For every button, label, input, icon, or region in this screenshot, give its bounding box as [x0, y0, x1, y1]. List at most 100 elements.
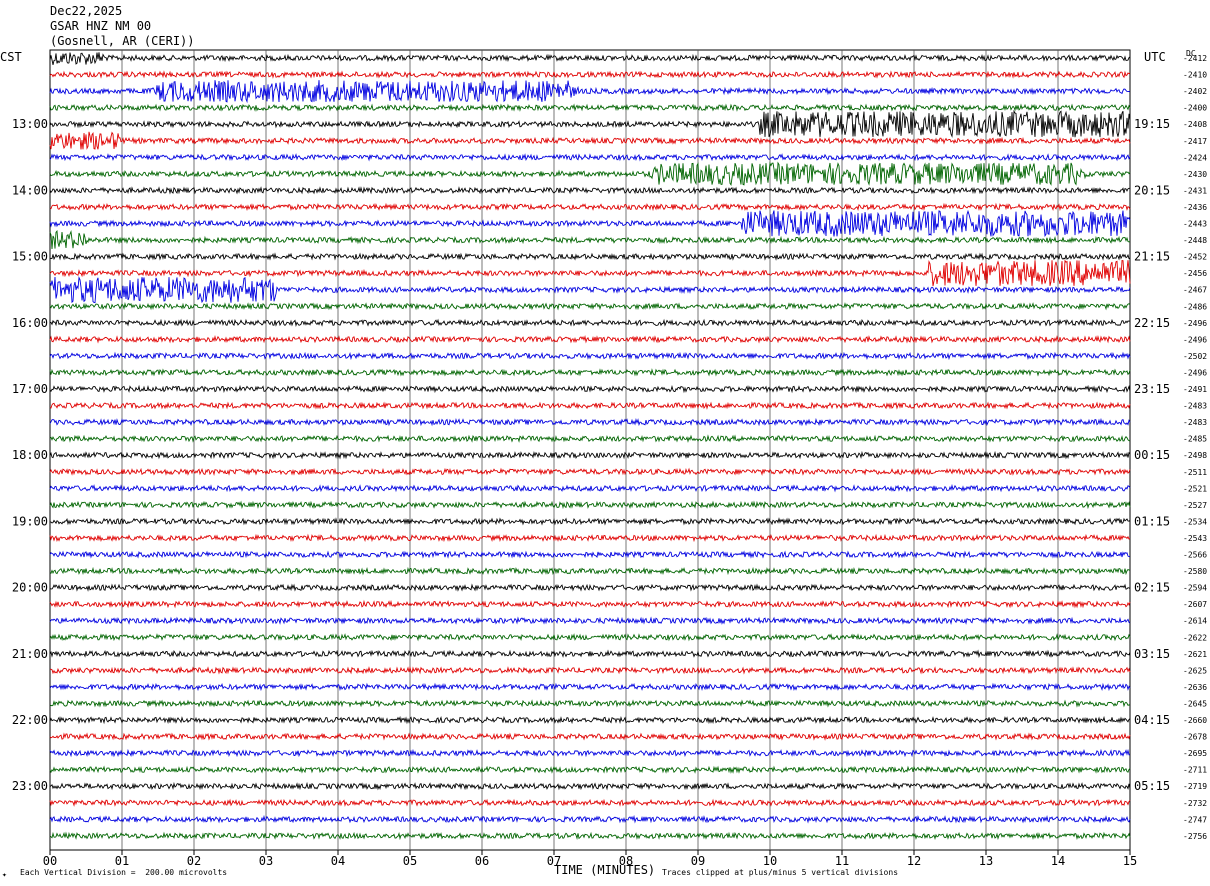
dc-offset-label: -2621	[1183, 650, 1207, 659]
trace-line	[49, 131, 1131, 150]
x-tick-label: 00	[43, 854, 57, 868]
trace-line	[49, 368, 1131, 377]
dc-offset-label: -2430	[1183, 170, 1207, 179]
trace-line	[49, 583, 1131, 592]
left-hour-label: 22:00	[12, 713, 48, 727]
right-hour-label: 20:15	[1134, 183, 1170, 197]
dc-offset-label: -2660	[1183, 716, 1207, 725]
left-hour-label: 17:00	[12, 382, 48, 396]
dc-offset-label: -2622	[1183, 633, 1207, 642]
trace-line	[49, 229, 1131, 250]
trace-line	[49, 765, 1131, 774]
right-hour-label: 04:15	[1134, 713, 1170, 727]
x-tick-label: 14	[1051, 854, 1065, 868]
trace-line	[49, 666, 1131, 675]
dc-offset-label: -2483	[1183, 402, 1207, 411]
x-tick-label: 03	[259, 854, 273, 868]
dc-offset-label: -2607	[1183, 600, 1207, 609]
dc-label: DC	[1186, 49, 1196, 58]
right-hour-label: 19:15	[1134, 117, 1170, 131]
left-hour-label: 20:00	[12, 581, 48, 595]
x-tick-label: 11	[835, 854, 849, 868]
trace-line	[49, 202, 1131, 212]
dc-offset-label: -2496	[1183, 319, 1207, 328]
x-tick-label: 13	[979, 854, 993, 868]
left-hour-label: 21:00	[12, 647, 48, 661]
right-hour-label: 02:15	[1134, 581, 1170, 595]
trace-line	[49, 633, 1131, 642]
dc-offset-label: -2408	[1183, 120, 1207, 129]
x-tick-label: 06	[475, 854, 489, 868]
clip-note: Traces clipped at plus/minus 5 vertical …	[662, 868, 899, 877]
trace-line	[49, 550, 1131, 559]
trace-line	[49, 318, 1131, 327]
dc-offset-label: -2486	[1183, 302, 1207, 311]
right-hour-label: 23:15	[1134, 382, 1170, 396]
dc-offset-label: -2614	[1183, 617, 1207, 626]
right-hour-label: 21:15	[1134, 250, 1170, 264]
dc-offset-label: -2491	[1183, 385, 1207, 394]
trace-line	[49, 682, 1131, 692]
trace-line	[49, 533, 1131, 543]
x-tick-label: 05	[403, 854, 417, 868]
trace-line	[49, 153, 1131, 162]
right-hour-label: 00:15	[1134, 448, 1170, 462]
left-hour-label: 23:00	[12, 779, 48, 793]
x-tick-label: 01	[115, 854, 129, 868]
dc-offset-label: -2498	[1183, 451, 1207, 460]
left-hour-label: 18:00	[12, 448, 48, 462]
dc-offset-label: -2719	[1183, 782, 1207, 791]
trace-line	[49, 517, 1131, 526]
x-tick-label: 08	[619, 854, 633, 868]
trace-line	[49, 450, 1131, 460]
trace-line	[49, 566, 1131, 576]
x-tick-label: 12	[907, 854, 921, 868]
dc-offset-label: -2412	[1183, 54, 1207, 63]
dc-offset-label: -2456	[1183, 269, 1207, 278]
trace-line	[49, 483, 1131, 493]
trace-line	[49, 252, 1131, 261]
trace-line	[49, 699, 1131, 708]
x-tick-label: 04	[331, 854, 345, 868]
station-label: GSAR HNZ NM 00	[50, 19, 152, 33]
left-hour-label: 19:00	[12, 514, 48, 528]
trace-line	[49, 715, 1131, 725]
trace-line	[49, 259, 1131, 287]
dc-offset-label: -2711	[1183, 766, 1207, 775]
dc-offset-label: -2417	[1183, 137, 1207, 146]
dc-offset-label: -2496	[1183, 368, 1207, 377]
dc-offset-label: -2502	[1183, 352, 1207, 361]
dc-offset-label: -2443	[1183, 220, 1207, 229]
trace-line	[49, 103, 1131, 112]
x-tick-label: 15	[1123, 854, 1137, 868]
plot-frame	[49, 49, 1131, 851]
x-tick-label: 07	[547, 854, 561, 868]
dc-offset-label: -2511	[1183, 468, 1207, 477]
location-label: (Gosnell, AR (CERI))	[50, 34, 195, 48]
scale-note: Each Vertical Division = 200.00 microvol…	[20, 868, 228, 877]
trace-line	[49, 798, 1131, 807]
trace-line	[49, 52, 1131, 65]
trace-line	[49, 302, 1131, 311]
dc-offset-label: -2594	[1183, 584, 1207, 593]
trace-line	[49, 831, 1131, 841]
dc-offset-label: -2452	[1183, 253, 1207, 262]
dc-offset-label: -2645	[1183, 699, 1207, 708]
trace-line	[49, 417, 1131, 427]
trace-line	[49, 276, 1131, 304]
dc-offset-label: -2732	[1183, 799, 1207, 808]
trace-line	[49, 161, 1131, 187]
trace-line	[49, 384, 1131, 394]
dc-offset-label: -2566	[1183, 551, 1207, 560]
dc-offset-label: -2436	[1183, 203, 1207, 212]
dc-offset-label: -2534	[1183, 517, 1207, 526]
trace-line	[49, 599, 1131, 609]
dc-offset-label: -2483	[1183, 418, 1207, 427]
trace-line	[49, 109, 1131, 138]
x-tick-label: 02	[187, 854, 201, 868]
dc-offset-label: -2756	[1183, 832, 1207, 841]
left-hour-label: 16:00	[12, 316, 48, 330]
trace-line	[49, 748, 1131, 758]
x-tick-label: 09	[691, 854, 705, 868]
